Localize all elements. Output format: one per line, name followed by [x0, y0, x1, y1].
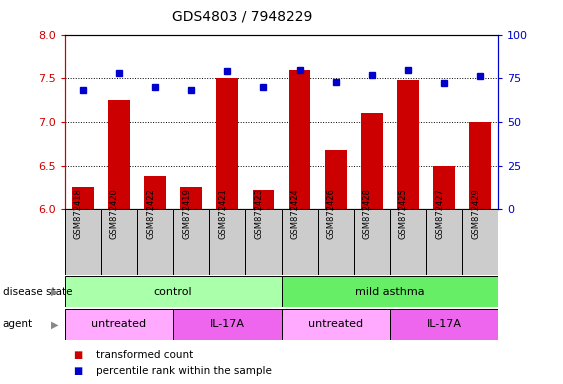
Bar: [462, 209, 498, 275]
Bar: [101, 209, 137, 275]
Text: untreated: untreated: [308, 319, 363, 329]
Text: ■: ■: [73, 350, 82, 360]
Text: mild asthma: mild asthma: [355, 287, 425, 297]
Text: IL-17A: IL-17A: [427, 319, 462, 329]
Bar: [361, 113, 383, 209]
Text: GDS4803 / 7948229: GDS4803 / 7948229: [172, 10, 312, 23]
Text: ■: ■: [73, 366, 82, 376]
Bar: [318, 209, 354, 275]
Text: agent: agent: [3, 319, 33, 329]
Text: GSM872418: GSM872418: [74, 189, 83, 239]
Text: ▶: ▶: [51, 319, 59, 329]
Bar: [65, 309, 173, 340]
Bar: [108, 100, 129, 209]
Bar: [434, 166, 455, 209]
Bar: [65, 209, 101, 275]
Bar: [390, 309, 498, 340]
Bar: [354, 209, 390, 275]
Bar: [216, 78, 238, 209]
Text: GSM872428: GSM872428: [363, 189, 372, 239]
Bar: [282, 309, 390, 340]
Bar: [137, 209, 173, 275]
Bar: [426, 209, 462, 275]
Text: ▶: ▶: [51, 287, 59, 297]
Text: control: control: [154, 287, 193, 297]
Bar: [289, 70, 310, 209]
Text: GSM872425: GSM872425: [399, 189, 408, 239]
Bar: [253, 190, 274, 209]
Bar: [72, 187, 93, 209]
Bar: [325, 150, 347, 209]
Bar: [180, 187, 202, 209]
Bar: [144, 176, 166, 209]
Bar: [397, 80, 419, 209]
Text: GSM872426: GSM872426: [327, 189, 336, 239]
Bar: [282, 209, 318, 275]
Text: GSM872427: GSM872427: [435, 189, 444, 239]
Text: percentile rank within the sample: percentile rank within the sample: [96, 366, 271, 376]
Text: IL-17A: IL-17A: [210, 319, 245, 329]
Text: GSM872420: GSM872420: [110, 189, 119, 239]
Text: disease state: disease state: [3, 287, 72, 297]
Text: GSM872423: GSM872423: [254, 189, 263, 239]
Bar: [470, 122, 491, 209]
Bar: [65, 276, 282, 307]
Text: GSM872422: GSM872422: [146, 189, 155, 239]
Text: untreated: untreated: [91, 319, 146, 329]
Text: transformed count: transformed count: [96, 350, 193, 360]
Text: GSM872419: GSM872419: [182, 189, 191, 239]
Bar: [173, 209, 209, 275]
Text: GSM872429: GSM872429: [471, 189, 480, 239]
Bar: [245, 209, 282, 275]
Bar: [390, 209, 426, 275]
Text: GSM872424: GSM872424: [291, 189, 300, 239]
Bar: [173, 309, 282, 340]
Bar: [209, 209, 245, 275]
Text: GSM872421: GSM872421: [218, 189, 227, 239]
Bar: [282, 276, 498, 307]
